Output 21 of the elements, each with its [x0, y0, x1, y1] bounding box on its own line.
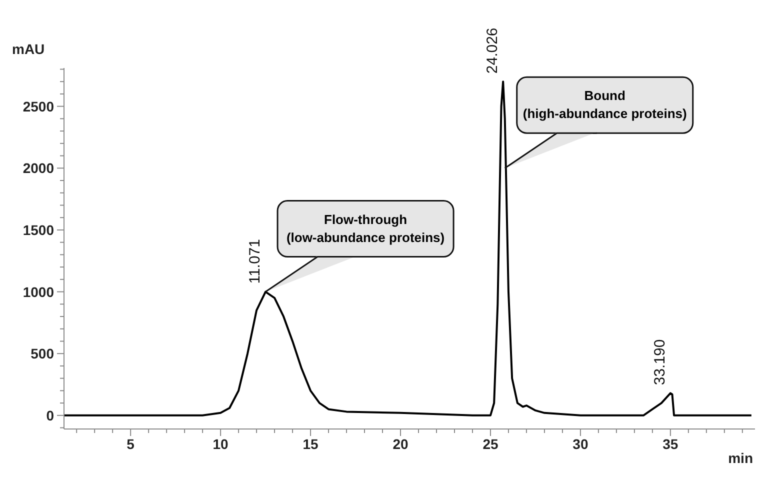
y-tick-label: 0 — [46, 407, 54, 424]
y-tick-label: 2000 — [22, 160, 54, 176]
x-tick-label: 15 — [302, 436, 319, 452]
y-tick-label: 1500 — [22, 222, 54, 238]
x-tick-label: 5 — [126, 436, 135, 452]
annotation: Flow-through (low-abundance proteins) — [286, 210, 445, 247]
annotation: 33.190 — [651, 339, 668, 386]
x-tick-label: 20 — [392, 436, 408, 452]
callout: Bound (high-abundance proteins) — [504, 76, 694, 169]
y-tick-label: 2500 — [22, 98, 54, 114]
x-tick-label: 10 — [212, 436, 229, 452]
annotation: 11.071 — [246, 239, 264, 284]
annotation: 24.026 — [484, 28, 502, 74]
x-axis-title: min — [728, 450, 753, 466]
x-tick-label: 30 — [572, 436, 588, 452]
y-axis-title: mAU — [12, 40, 45, 57]
y-tick-label: 500 — [30, 346, 54, 362]
annotation: Bound (high-abundance proteins) — [522, 87, 687, 124]
y-tick-label: 1000 — [22, 284, 54, 300]
x-tick-label: 35 — [662, 436, 678, 452]
x-tick-label: 25 — [482, 436, 498, 452]
